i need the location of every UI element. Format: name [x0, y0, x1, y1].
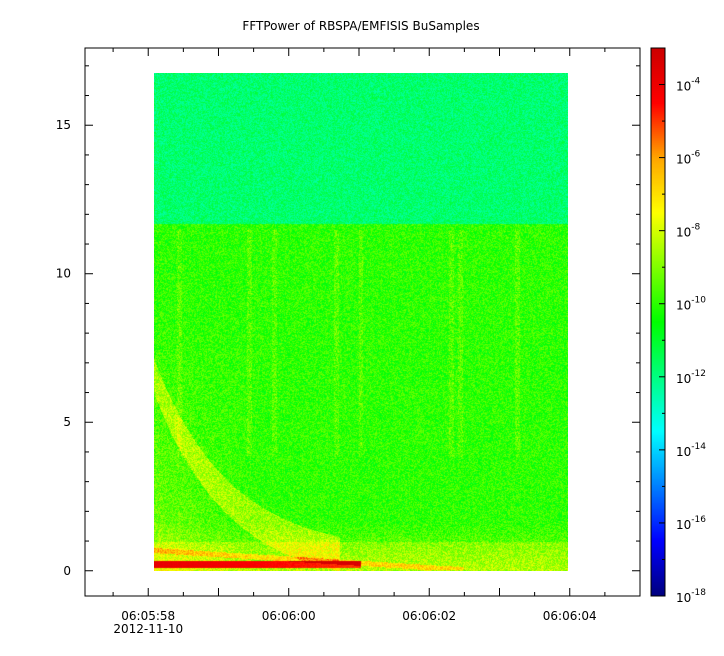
colorbar-tick-label: 10-4 [676, 77, 701, 94]
colorbar-tick-label: 10-8 [676, 223, 701, 240]
plot-frame [84, 47, 641, 597]
colorbar-tick-label: 10-6 [676, 150, 701, 167]
colorbar-tick-exp: -12 [691, 369, 706, 379]
colorbar-tick-label: 10-10 [676, 296, 706, 313]
colorbar-tick-base: 10 [676, 518, 691, 532]
y-tick-label: 0 [63, 564, 71, 578]
x-date-label: 2012-11-10 [113, 622, 183, 636]
colorbar-frame [650, 47, 666, 597]
x-tick-label: 06:06:02 [402, 609, 456, 623]
colorbar-gradient [651, 48, 665, 596]
x-tick-label: 06:06:00 [262, 609, 316, 623]
colorbar-tick-exp: -6 [691, 150, 700, 160]
x-tick-label: 06:06:04 [543, 609, 597, 623]
colorbar-tick-base: 10 [676, 299, 691, 313]
x-axis: 06:05:58 06:06:00 06:06:02 06:06:04 2012-11-… [112, 48, 641, 636]
colorbar-tick-base: 10 [676, 226, 691, 240]
colorbar-tick-base: 10 [676, 372, 691, 386]
colorbar-tick-exp: -10 [691, 296, 706, 306]
chart-title: FFTPower of RBSPA/EMFISIS BuSamples [242, 19, 479, 33]
colorbar-tick-base: 10 [676, 591, 691, 605]
colorbar-tick-label: 10-14 [676, 442, 706, 459]
colorbar-tick-exp: -16 [691, 515, 706, 525]
colorbar-tick-base: 10 [676, 445, 691, 459]
y-tick-label: 10 [56, 267, 71, 281]
colorbar-tick-label: 10-18 [676, 588, 706, 605]
colorbar-tick-exp: -8 [691, 223, 700, 233]
colorbar-tick-exp: -14 [691, 442, 706, 452]
colorbar-tick-label: 10-12 [676, 369, 706, 386]
colorbar-tick-base: 10 [676, 153, 691, 167]
colorbar-tick-label: 10-16 [676, 515, 706, 532]
y-tick-label: 15 [56, 118, 71, 132]
colorbar-tick-exp: -4 [691, 77, 700, 87]
y-axis: 0 5 10 15 [56, 65, 640, 578]
colorbar-tick-exp: -18 [691, 588, 706, 598]
plot-area [84, 47, 641, 597]
colorbar-tick-base: 10 [676, 80, 691, 94]
x-tick-label: 06:05:58 [121, 609, 175, 623]
y-tick-label: 5 [63, 415, 71, 429]
spectrogram-image [154, 73, 568, 571]
